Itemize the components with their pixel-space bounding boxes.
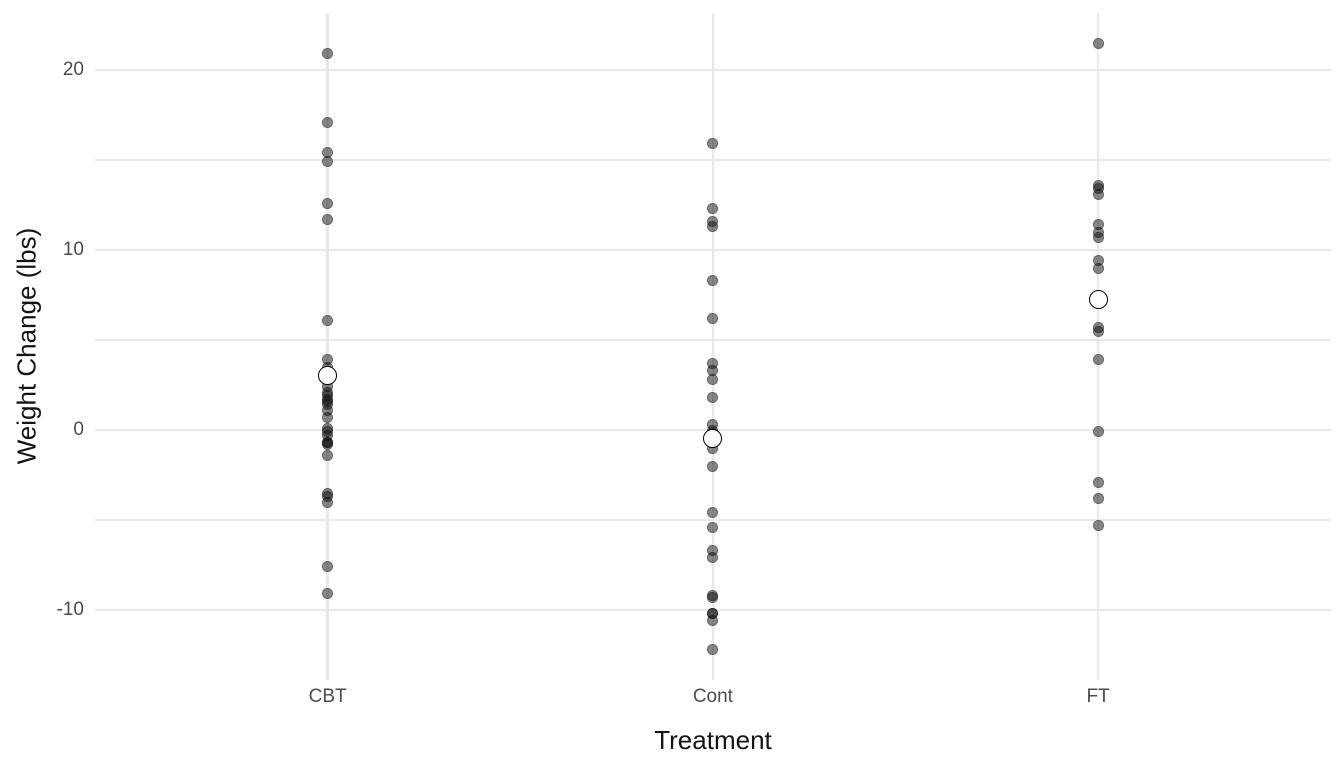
data-point-cbt: [322, 449, 334, 461]
data-point-ft: [1092, 492, 1104, 504]
y-tick-label: 10: [62, 239, 84, 260]
group-mean-marker-cont: [703, 428, 723, 448]
data-point-cont: [707, 545, 719, 557]
data-point-cbt: [322, 354, 334, 366]
data-point-ft: [1092, 188, 1104, 200]
data-point-cont: [707, 203, 719, 215]
data-point-cbt: [322, 48, 334, 60]
data-point-cont: [707, 374, 719, 386]
y-tick-label: -10: [56, 599, 84, 620]
category-gridline: [711, 13, 715, 680]
data-point-cbt: [322, 491, 334, 503]
y-tick-label: 0: [73, 419, 84, 440]
data-point-cont: [707, 507, 719, 519]
data-point-cbt: [322, 314, 334, 326]
category-gridline: [326, 13, 329, 680]
data-point-cont: [707, 312, 719, 324]
data-point-ft: [1092, 37, 1104, 49]
data-point-cbt: [322, 213, 334, 225]
data-point-cont: [707, 590, 719, 602]
data-point-cbt: [322, 147, 334, 159]
x-tick-label-ft: FT: [1086, 686, 1110, 707]
data-point-ft: [1092, 354, 1104, 366]
data-point-cont: [707, 521, 719, 533]
data-point-cont: [707, 392, 719, 404]
data-point-cbt: [322, 197, 334, 209]
data-point-ft: [1092, 262, 1104, 274]
data-point-cbt: [322, 422, 334, 434]
group-mean-marker-cbt: [318, 366, 338, 386]
data-point-cont: [707, 275, 719, 287]
data-point-cont: [707, 138, 719, 150]
data-point-ft: [1092, 519, 1104, 531]
data-point-cbt: [322, 390, 334, 402]
data-point-cbt: [322, 561, 334, 573]
data-point-cont: [707, 221, 719, 233]
data-point-ft: [1092, 321, 1104, 333]
data-point-cont: [707, 460, 719, 472]
data-point-cbt: [322, 116, 334, 128]
x-axis-title: Treatment: [654, 725, 772, 755]
group-mean-marker-ft: [1088, 289, 1108, 309]
y-tick-label: 20: [62, 59, 84, 80]
category-gridline: [1096, 13, 1100, 680]
data-point-cont: [707, 357, 719, 369]
data-point-ft: [1092, 231, 1104, 243]
data-point-ft: [1092, 426, 1104, 438]
x-tick-label-cont: Cont: [692, 686, 733, 707]
data-point-cont: [707, 644, 719, 656]
data-point-ft: [1092, 476, 1104, 488]
data-point-cbt: [322, 437, 334, 449]
data-point-cbt: [322, 588, 334, 600]
data-point-cont: [707, 608, 719, 620]
x-tick-label-cbt: CBT: [308, 686, 347, 707]
